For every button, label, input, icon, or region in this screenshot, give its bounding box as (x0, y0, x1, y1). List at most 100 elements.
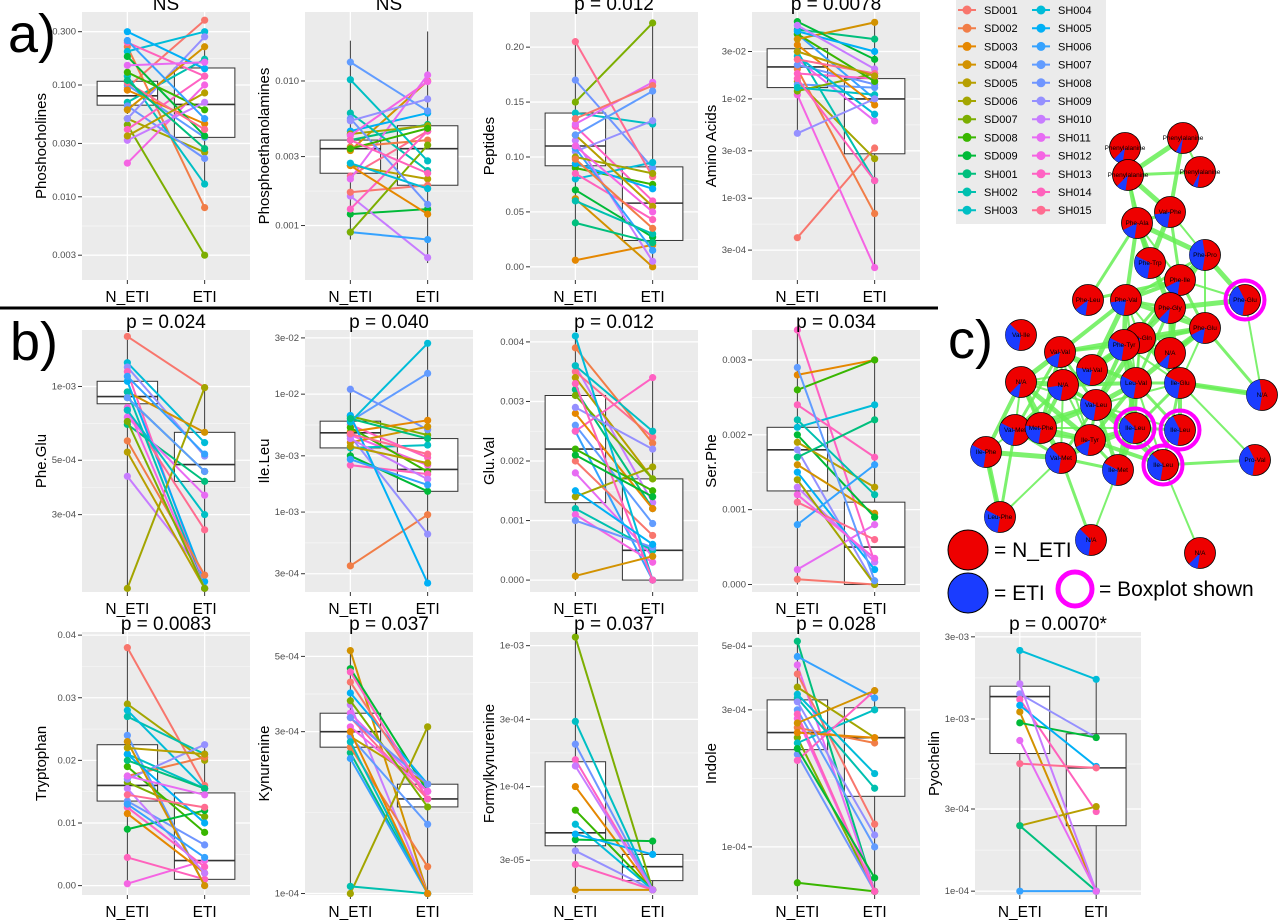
data-point (123, 644, 131, 652)
x-category-label: ETI (193, 289, 217, 306)
data-point (871, 706, 879, 714)
data-point (123, 731, 131, 739)
legend-label: SH001 (984, 169, 1018, 181)
data-point (793, 41, 801, 49)
pair-line (574, 454, 654, 498)
network-node-label: Val-Val (1050, 349, 1071, 356)
data-point (424, 416, 432, 424)
y-tick-label: 1e-03 (52, 381, 76, 392)
data-point (571, 427, 579, 435)
data-point (571, 142, 579, 150)
legend-label: SD001 (984, 5, 1018, 17)
x-category-label: ETI (416, 904, 440, 921)
y-tick-label: 0.10 (506, 152, 525, 163)
pair-line (796, 33, 876, 83)
data-point (871, 483, 879, 491)
data-point (871, 356, 879, 364)
data-point (123, 825, 131, 833)
data-point (793, 661, 801, 669)
data-point (424, 803, 432, 811)
network-node-eti-wedge (1075, 529, 1091, 556)
y-tick-label: 0.001 (275, 221, 299, 232)
network-node-eti-wedge (1189, 239, 1205, 271)
pair-line (349, 735, 429, 825)
data-point (793, 461, 801, 469)
pair-line (126, 46, 206, 209)
network-node-label: Phe-Ile (1170, 277, 1191, 284)
y-axis-label: Phe.Glu (33, 434, 50, 488)
network-node-label: N/A (1086, 537, 1098, 544)
data-point (201, 81, 209, 89)
data-point (123, 68, 131, 76)
pair-line (797, 403, 875, 429)
data-point (649, 463, 657, 471)
pair-line (796, 329, 876, 563)
pair-line (349, 513, 429, 567)
data-point (793, 468, 801, 476)
y-tick-label: 3e-04 (945, 804, 969, 815)
data-point (424, 889, 432, 898)
section-label-a: a) (8, 4, 56, 64)
data-point (201, 251, 209, 259)
pair-line (1019, 824, 1097, 892)
pair-line (349, 650, 429, 894)
data-point (424, 723, 432, 731)
pair-line (350, 885, 428, 895)
data-point (123, 47, 131, 55)
data-point (123, 388, 131, 396)
data-point (571, 409, 579, 417)
data-point (571, 886, 579, 894)
data-point (571, 38, 579, 46)
pair-line (349, 415, 429, 584)
chart-panel: 0.00 0.01 0.02 0.03 0.04 p = 0.0083 N_ETI ETI Tr… (33, 614, 250, 921)
data-point (123, 394, 131, 402)
data-point (424, 459, 432, 467)
y-tick-label: 3e-04 (52, 510, 76, 521)
legend-label: SH003 (984, 205, 1018, 217)
pair-line (126, 440, 206, 576)
network-node-eti-wedge (1229, 286, 1245, 316)
data-point (201, 511, 209, 519)
network-node-eti-wedge (1246, 379, 1262, 411)
y-tick-label: 0.010 (275, 76, 299, 87)
pair-line (574, 22, 654, 103)
data-point (346, 714, 354, 722)
panel-title: p = 0.034 (796, 312, 876, 333)
pair-line (796, 94, 876, 269)
data-point (871, 536, 879, 544)
pair-line (796, 523, 876, 571)
pair-line (574, 394, 654, 480)
data-point (424, 185, 432, 193)
pair-line (574, 785, 654, 891)
pair-line (126, 806, 206, 868)
pair-line (796, 713, 876, 892)
data-point (1016, 708, 1024, 716)
data-point (424, 235, 432, 244)
data-point (871, 110, 879, 118)
pair-line (796, 693, 876, 775)
pair-line (574, 489, 654, 546)
legend-label: SH011 (1058, 132, 1091, 144)
pair-line (126, 647, 206, 786)
x-category-label: N_ETI (553, 289, 597, 306)
pair-line (796, 673, 876, 825)
chart-panel: 3e-05 1e-04 3e-04 1e-03 p = 0.037 N_ETI ETI For… (481, 614, 698, 921)
pair-line (127, 793, 205, 809)
data-point (571, 98, 579, 106)
chart-panel: 3e-04 5e-04 1e-03 p = 0.024 N_ETI ETI Phe.Glu (33, 312, 250, 618)
data-point (871, 769, 879, 778)
section-label-b: b) (10, 312, 58, 372)
data-point (649, 224, 657, 232)
pair-line (796, 753, 876, 892)
legend-label: SH009 (1058, 96, 1092, 108)
data-point (571, 847, 579, 855)
boxplot-ring-swatch (1055, 569, 1095, 609)
y-axis-label: Formylkynurenine (481, 704, 498, 823)
pair-line (126, 84, 206, 164)
legend-key-point (1036, 114, 1046, 124)
pair-line (575, 838, 653, 843)
network-edge (1244, 299, 1263, 396)
pair-line (350, 417, 428, 440)
data-point (123, 36, 131, 45)
data-point (346, 210, 354, 218)
